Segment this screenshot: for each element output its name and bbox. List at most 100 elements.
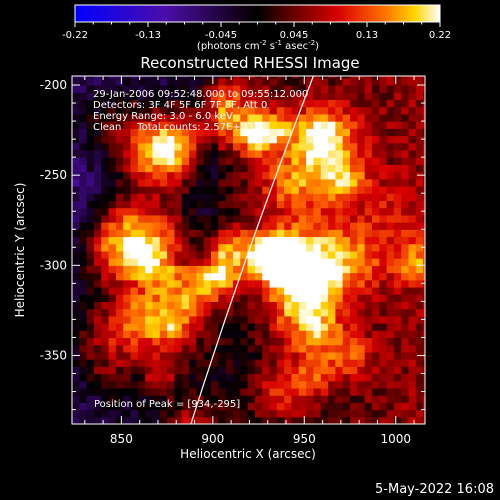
heatmap-cell — [364, 128, 373, 137]
heatmap-cell — [196, 164, 205, 173]
heatmap-cell — [320, 164, 329, 173]
heatmap-cell — [79, 416, 88, 424]
heatmap-cell — [262, 171, 271, 180]
heatmap-cell — [196, 236, 205, 245]
heatmap-cell — [232, 200, 241, 209]
heatmap-cell — [232, 366, 241, 375]
heatmap-cell — [152, 193, 161, 202]
heatmap-cell — [269, 323, 278, 331]
heatmap-cell — [306, 171, 315, 180]
heatmap-cell — [79, 409, 88, 418]
heatmap-cell — [371, 106, 380, 115]
colorbar-ticks: -0.22 -0.13 -0.045 0.045 0.13 0.22 — [62, 22, 451, 41]
heatmap-cell — [313, 323, 322, 331]
heatmap-cell — [115, 250, 124, 259]
heatmap-cell — [174, 207, 183, 216]
heatmap-cell — [211, 243, 219, 252]
heatmap-cell — [196, 416, 205, 424]
heatmap-cell — [115, 164, 124, 173]
heatmap-cell — [189, 121, 197, 129]
heatmap-cell — [269, 149, 278, 158]
heatmap-cell — [240, 157, 249, 165]
heatmap-cell — [357, 409, 366, 418]
heatmap-cell — [72, 77, 80, 86]
heatmap-cell — [86, 387, 95, 396]
heatmap-cell — [298, 171, 307, 180]
heatmap-cell — [401, 200, 410, 209]
heatmap-cell — [211, 106, 219, 115]
heatmap-cell — [108, 106, 117, 115]
colorbar-gradient — [74, 4, 441, 23]
heatmap-cell — [225, 402, 234, 411]
heatmap-cell — [225, 279, 234, 288]
heatmap-cell — [167, 366, 176, 375]
heatmap-cell — [211, 149, 219, 158]
heatmap-cell — [364, 77, 373, 86]
heatmap-cell — [232, 85, 241, 93]
heatmap-cell — [181, 149, 190, 158]
heatmap-cell — [298, 359, 307, 367]
heatmap-cell — [393, 366, 402, 375]
heatmap-cell — [386, 258, 395, 266]
heatmap-cell — [145, 323, 154, 331]
heatmap-cell — [262, 157, 271, 165]
heatmap-cell — [240, 416, 249, 424]
heatmap-cell — [211, 250, 219, 259]
heatmap-cell — [357, 286, 366, 295]
heatmap-cell — [342, 92, 351, 101]
heatmap-cell — [393, 380, 402, 389]
heatmap-cell — [152, 373, 161, 382]
heatmap-cell — [357, 416, 366, 424]
heatmap-cell — [240, 294, 249, 302]
heatmap-cell — [247, 171, 256, 180]
heatmap-cell — [254, 366, 263, 375]
heatmap-cell — [167, 164, 176, 173]
heatmap-cell — [371, 77, 380, 86]
heatmap-cell — [86, 308, 95, 317]
heatmap-cell — [357, 92, 366, 101]
heatmap-cell — [240, 92, 249, 101]
heatmap-cell — [101, 294, 110, 302]
heatmap-cell — [181, 279, 190, 288]
heatmap-cell — [313, 301, 322, 310]
heatmap-cell — [357, 315, 366, 324]
heatmap-cell — [357, 279, 366, 288]
heatmap-cell — [240, 344, 249, 353]
heatmap-cell — [218, 351, 227, 360]
heatmap-cell — [371, 409, 380, 418]
heatmap-cell — [306, 164, 315, 173]
annotation-time-range: 29-Jan-2006 09:52:48.000 to 09:55:12.000 — [93, 89, 308, 100]
heatmap-cell — [115, 229, 124, 238]
heatmap-cell — [203, 330, 212, 339]
heatmap-cell — [254, 380, 263, 389]
heatmap-cell — [167, 157, 176, 165]
heatmap-cell — [174, 308, 183, 317]
heatmap-cell — [276, 128, 285, 137]
heatmap-cell — [423, 294, 425, 302]
heatmap-cell — [240, 142, 249, 151]
heatmap-cell — [298, 121, 307, 129]
heatmap-cell — [401, 279, 410, 288]
heatmap-cell — [159, 301, 168, 310]
heatmap-cell — [254, 258, 263, 266]
heatmap-cell — [152, 265, 161, 274]
heatmap-cell — [350, 157, 358, 165]
heatmap-cell — [313, 315, 322, 324]
heatmap-cell — [240, 128, 249, 137]
heatmap-cell — [357, 128, 366, 137]
heatmap-cell — [218, 214, 227, 223]
heatmap-cell — [320, 99, 329, 108]
heatmap-cell — [130, 395, 139, 403]
heatmap-cell — [364, 416, 373, 424]
heatmap-cell — [284, 128, 293, 137]
heatmap-cell — [130, 236, 139, 245]
heatmap-cell — [328, 222, 336, 230]
heatmap-cell — [335, 243, 344, 252]
heatmap-cell — [159, 157, 168, 165]
heatmap-cell — [371, 85, 380, 93]
heatmap-cell — [328, 373, 336, 382]
heatmap-cell — [79, 258, 88, 266]
heatmap-cell — [189, 308, 197, 317]
heatmap-cell — [276, 301, 285, 310]
heatmap-cell — [298, 164, 307, 173]
